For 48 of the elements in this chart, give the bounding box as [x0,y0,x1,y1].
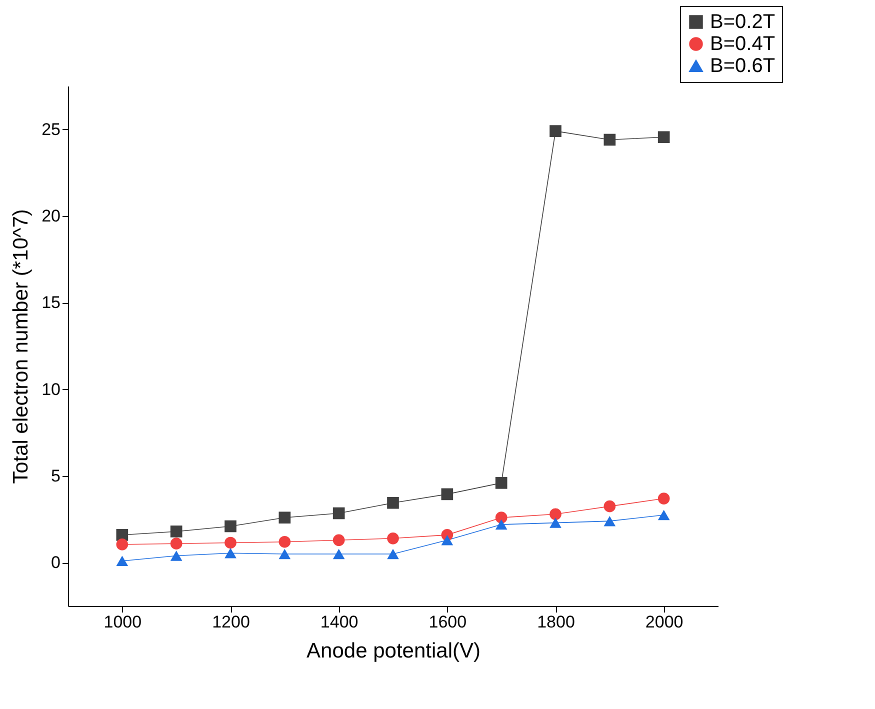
point [550,518,562,528]
y-tick-label: 5 [51,466,60,486]
point [658,131,670,144]
point [332,507,345,520]
point [332,534,345,546]
y-tick-label: 20 [42,206,60,226]
point [116,556,128,566]
point [495,512,508,524]
point [332,548,345,560]
x-tick-label: 1600 [428,612,467,632]
point [387,532,399,544]
point [224,520,236,532]
y-tick-label: 0 [51,553,60,572]
x-tick-label: 2000 [645,612,684,632]
x-tick-label: 1800 [537,612,575,632]
point [441,488,454,500]
point [116,538,128,550]
x-tick-label: 1400 [320,612,358,632]
point [224,536,236,549]
point [604,134,616,146]
point [658,492,670,504]
point [278,548,291,560]
point [550,125,562,137]
x-tick-label: 1000 [104,612,142,632]
point [658,510,670,520]
point [495,519,508,530]
point [278,512,291,524]
point [278,536,291,548]
point [604,500,616,512]
y-tick-label: 25 [42,120,60,139]
point [604,516,616,526]
point [224,548,236,558]
point [387,548,399,560]
point [170,550,182,561]
point [495,477,508,489]
legend-label: B=0.4T [710,33,776,55]
x-axis-title: Anode potential(V) [306,640,480,662]
point [170,538,182,550]
point [170,526,182,538]
point [550,508,562,520]
y-axis-title: Total electron number (*10^7) [10,209,33,484]
legend-label: B=0.2T [710,11,776,33]
point [387,496,399,509]
legend-label: B=0.6T [710,55,776,77]
y-tick-label: 15 [42,293,60,312]
point [441,535,454,546]
y-tick-label: 10 [42,380,60,399]
x-tick-label: 1200 [212,612,250,632]
